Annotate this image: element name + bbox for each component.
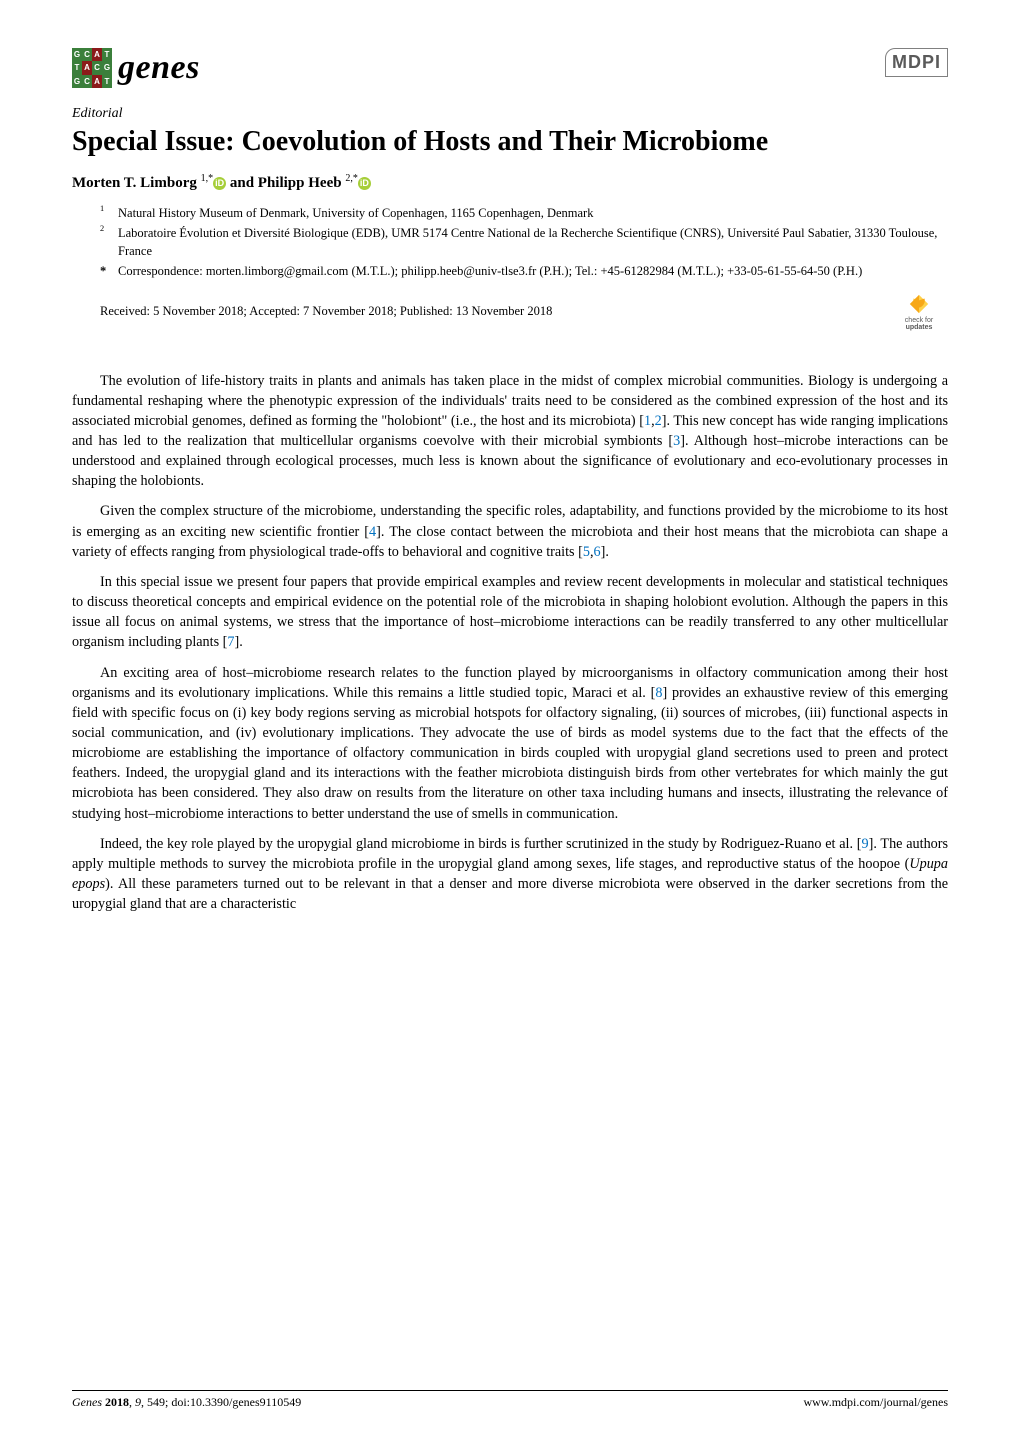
- mdpi-logo-icon: MDPI: [885, 48, 948, 77]
- affiliation-text: Natural History Museum of Denmark, Unive…: [118, 204, 593, 222]
- ref-link[interactable]: 9: [862, 836, 869, 852]
- ref-link[interactable]: 4: [369, 524, 376, 540]
- affiliation-1: 1 Natural History Museum of Denmark, Uni…: [100, 204, 948, 222]
- affiliations: 1 Natural History Museum of Denmark, Uni…: [72, 204, 948, 281]
- orcid-icon[interactable]: iD: [358, 177, 371, 190]
- author-1-name: Morten T. Limborg: [72, 175, 201, 191]
- authors-and: and: [226, 175, 258, 191]
- footer-url[interactable]: www.mdpi.com/journal/genes: [803, 1395, 948, 1410]
- orcid-icon[interactable]: iD: [213, 177, 226, 190]
- ref-link[interactable]: 2: [655, 413, 662, 429]
- ref-link[interactable]: 7: [227, 634, 234, 650]
- correspondence: * Correspondence: morten.limborg@gmail.c…: [100, 262, 948, 280]
- footer-journal: Genes: [72, 1395, 102, 1409]
- author-1-sup: 1,*: [201, 173, 214, 184]
- check-for-updates-button[interactable]: check for updates: [890, 293, 948, 331]
- paragraph: Indeed, the key role played by the uropy…: [72, 834, 948, 915]
- page-footer: Genes 2018, 9, 549; doi:10.3390/genes911…: [72, 1390, 948, 1410]
- ref-link[interactable]: 6: [594, 544, 601, 560]
- ref-link[interactable]: 3: [673, 433, 680, 449]
- author-2-sup: 2,*: [345, 173, 358, 184]
- paragraph: An exciting area of host–microbiome rese…: [72, 663, 948, 824]
- correspondence-star: *: [100, 262, 118, 280]
- dates-text: Received: 5 November 2018; Accepted: 7 N…: [100, 304, 552, 319]
- header-row: GCAT TACG GCAT genes MDPI: [72, 48, 948, 88]
- correspondence-text: Correspondence: morten.limborg@gmail.com…: [118, 262, 862, 280]
- article-body: The evolution of life-history traits in …: [72, 371, 948, 915]
- author-2-name: Philipp Heeb: [258, 175, 346, 191]
- footer-citation: Genes 2018, 9, 549; doi:10.3390/genes911…: [72, 1395, 301, 1410]
- article-title: Special Issue: Coevolution of Hosts and …: [72, 124, 948, 159]
- affiliation-num: 1: [100, 204, 104, 213]
- footer-rest: , 549; doi:10.3390/genes9110549: [141, 1395, 301, 1409]
- ref-link[interactable]: 5: [583, 544, 590, 560]
- ref-link[interactable]: 8: [655, 685, 662, 701]
- authors-line: Morten T. Limborg 1,*iD and Philipp Heeb…: [72, 173, 948, 192]
- journal-name: genes: [118, 49, 200, 87]
- check-updates-line2: updates: [906, 324, 933, 331]
- article-type: Editorial: [72, 106, 948, 122]
- affiliation-num: 2: [100, 224, 104, 233]
- affiliation-2: 2 Laboratoire Évolution et Diversité Bio…: [100, 224, 948, 260]
- paragraph: The evolution of life-history traits in …: [72, 371, 948, 492]
- check-updates-line1: check for: [905, 317, 933, 324]
- affiliation-text: Laboratoire Évolution et Diversité Biolo…: [118, 224, 948, 260]
- journal-logo: GCAT TACG GCAT genes: [72, 48, 200, 88]
- dates-row: Received: 5 November 2018; Accepted: 7 N…: [72, 293, 948, 331]
- ref-link[interactable]: 1: [644, 413, 651, 429]
- paragraph: In this special issue we present four pa…: [72, 572, 948, 653]
- genes-logo-icon: GCAT TACG GCAT: [72, 48, 112, 88]
- footer-year: 2018: [105, 1395, 129, 1409]
- paragraph: Given the complex structure of the micro…: [72, 501, 948, 561]
- crossref-check-icon: [908, 293, 930, 315]
